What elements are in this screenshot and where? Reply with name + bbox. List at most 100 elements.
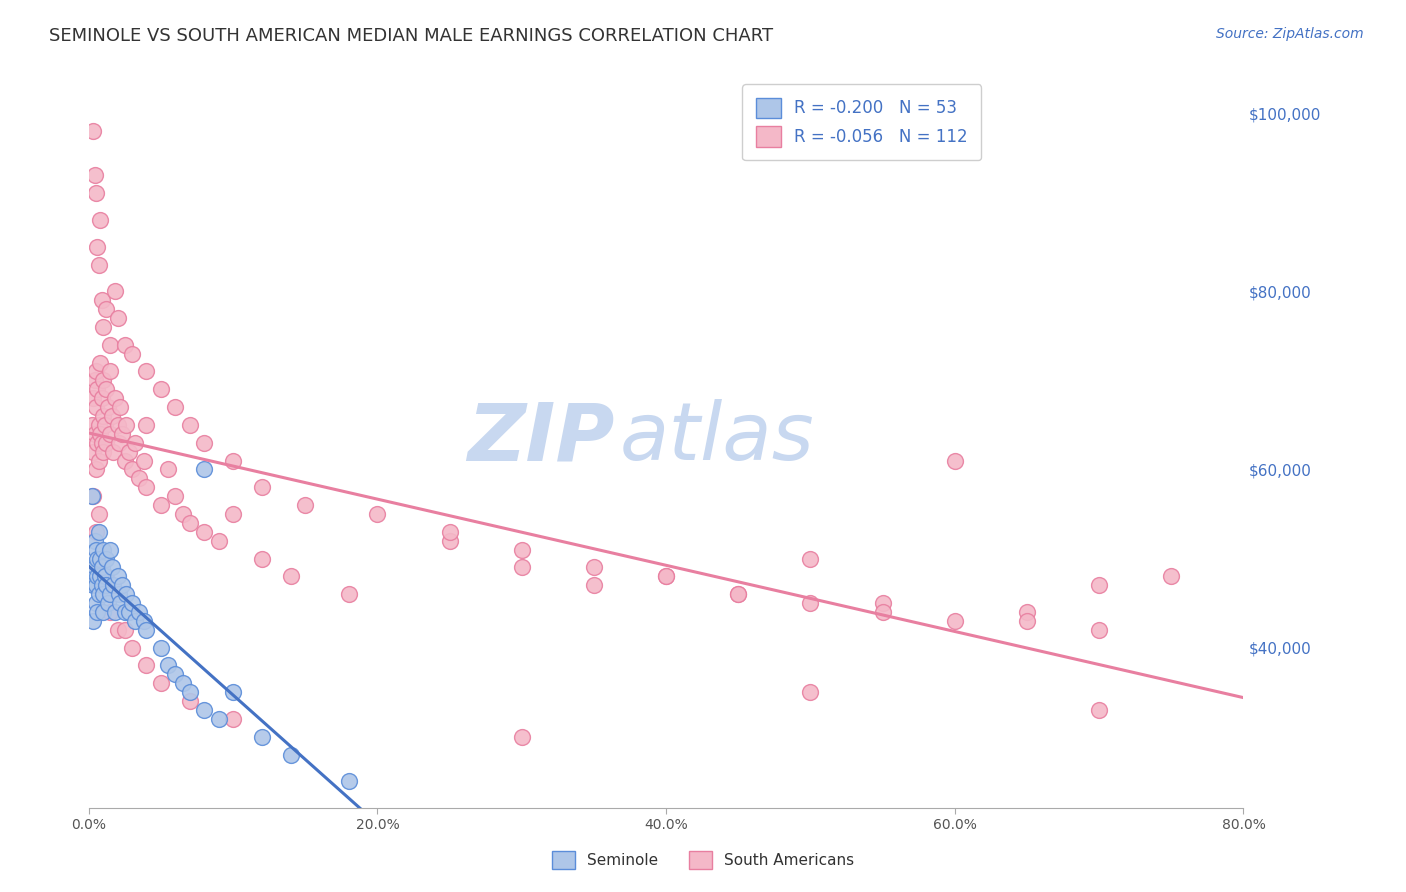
Point xyxy=(82,124,104,138)
Point xyxy=(193,435,215,450)
Point xyxy=(110,596,132,610)
Point xyxy=(90,551,112,566)
Point xyxy=(193,703,215,717)
Point xyxy=(128,471,150,485)
Point xyxy=(107,310,129,325)
Point xyxy=(91,444,114,458)
Point xyxy=(101,560,124,574)
Point xyxy=(110,400,132,414)
Text: SEMINOLE VS SOUTH AMERICAN MEDIAN MALE EARNINGS CORRELATION CHART: SEMINOLE VS SOUTH AMERICAN MEDIAN MALE E… xyxy=(49,27,773,45)
Point xyxy=(83,560,105,574)
Point xyxy=(93,569,115,583)
Point xyxy=(91,373,114,387)
Point xyxy=(280,747,302,762)
Point xyxy=(439,524,461,539)
Point xyxy=(80,489,103,503)
Point xyxy=(108,587,131,601)
Point xyxy=(100,605,122,619)
Point xyxy=(82,444,104,458)
Point xyxy=(222,712,245,726)
Point xyxy=(165,400,187,414)
Point xyxy=(655,569,678,583)
Point xyxy=(124,614,146,628)
Point xyxy=(135,417,157,432)
Point xyxy=(872,605,894,619)
Point xyxy=(90,578,112,592)
Point xyxy=(84,524,107,539)
Point xyxy=(86,551,108,566)
Point xyxy=(193,462,215,476)
Point xyxy=(135,658,157,673)
Point xyxy=(179,516,201,530)
Point xyxy=(943,614,966,628)
Point xyxy=(165,489,187,503)
Point xyxy=(94,569,117,583)
Point xyxy=(111,426,134,441)
Point xyxy=(124,435,146,450)
Point xyxy=(83,533,105,548)
Point xyxy=(115,587,138,601)
Point xyxy=(179,685,201,699)
Point xyxy=(84,400,107,414)
Point xyxy=(87,453,110,467)
Point xyxy=(84,542,107,557)
Text: Source: ZipAtlas.com: Source: ZipAtlas.com xyxy=(1216,27,1364,41)
Point xyxy=(510,542,533,557)
Point xyxy=(115,417,138,432)
Point xyxy=(107,623,129,637)
Point xyxy=(943,453,966,467)
Point xyxy=(208,712,231,726)
Point xyxy=(114,453,136,467)
Point xyxy=(82,578,104,592)
Point xyxy=(90,293,112,308)
Point xyxy=(103,444,125,458)
Point xyxy=(250,730,273,744)
Point xyxy=(90,560,112,574)
Point xyxy=(872,596,894,610)
Point xyxy=(132,614,155,628)
Point xyxy=(83,169,105,183)
Point xyxy=(93,417,115,432)
Point xyxy=(87,507,110,521)
Point xyxy=(89,426,111,441)
Point xyxy=(172,676,194,690)
Point xyxy=(250,480,273,494)
Point xyxy=(82,391,104,405)
Point xyxy=(86,569,108,583)
Point xyxy=(1160,569,1182,583)
Point xyxy=(366,507,388,521)
Point xyxy=(1088,703,1111,717)
Point xyxy=(118,444,141,458)
Point xyxy=(114,337,136,351)
Point xyxy=(510,730,533,744)
Point xyxy=(94,551,117,566)
Point xyxy=(172,507,194,521)
Point xyxy=(114,605,136,619)
Point xyxy=(179,694,201,708)
Point xyxy=(439,533,461,548)
Point xyxy=(149,498,172,512)
Point xyxy=(193,524,215,539)
Point xyxy=(103,578,125,592)
Point xyxy=(91,319,114,334)
Point xyxy=(90,391,112,405)
Point xyxy=(1015,605,1038,619)
Legend: R = -0.200   N = 53, R = -0.056   N = 112: R = -0.200 N = 53, R = -0.056 N = 112 xyxy=(742,84,981,160)
Point xyxy=(128,605,150,619)
Point xyxy=(100,337,122,351)
Point xyxy=(94,382,117,396)
Point xyxy=(108,435,131,450)
Point xyxy=(82,614,104,628)
Point xyxy=(121,346,143,360)
Point xyxy=(799,685,821,699)
Point xyxy=(89,355,111,369)
Point xyxy=(121,640,143,655)
Point xyxy=(111,578,134,592)
Point xyxy=(84,462,107,476)
Point xyxy=(89,569,111,583)
Point xyxy=(86,240,108,254)
Point xyxy=(118,605,141,619)
Point xyxy=(121,462,143,476)
Point xyxy=(582,560,605,574)
Point xyxy=(91,605,114,619)
